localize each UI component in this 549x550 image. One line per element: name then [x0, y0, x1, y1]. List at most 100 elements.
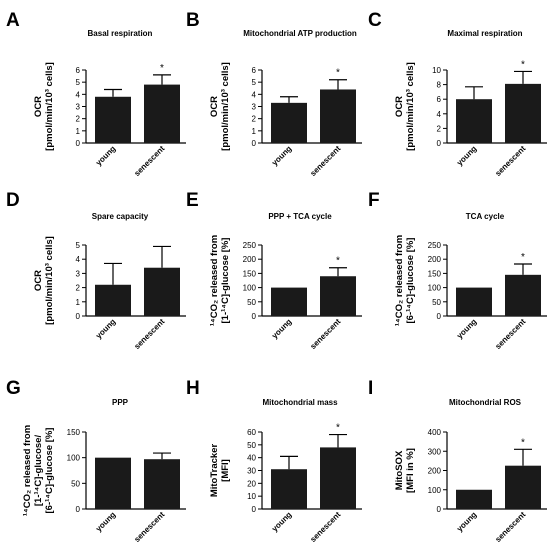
significance-marker: *	[336, 256, 340, 267]
panel-label: F	[368, 190, 380, 211]
y-tick-label: 0	[252, 312, 257, 321]
significance-marker: *	[336, 423, 340, 434]
bar-senescent	[320, 276, 356, 316]
y-tick-label: 2	[76, 284, 81, 293]
y-axis-label: [1-¹⁴C]-glucose [%]	[220, 238, 231, 324]
y-tick-label: 200	[428, 255, 442, 264]
panel-c: C Maximal respiration 0 2 4 6 8 10 OCR [pmol/min/…	[368, 10, 547, 178]
panel-f: F TCA cycle 0 50 100 150 200 250 ¹⁴CO₂ released …	[368, 190, 547, 351]
bar-young	[456, 489, 492, 509]
y-tick-label: 50	[71, 479, 80, 488]
y-tick-label: 60	[247, 428, 256, 437]
y-tick-label: 5	[76, 241, 81, 250]
x-tick-label: young	[455, 317, 478, 340]
panel-title: PPP	[112, 398, 129, 407]
panel-label: C	[368, 10, 382, 31]
y-axis-label: ¹⁴CO₂ released from	[394, 235, 405, 326]
y-tick-label: 6	[252, 66, 257, 75]
y-axis-label: ¹⁴CO₂ released from	[209, 235, 220, 326]
panel-title: Basal respiration	[88, 29, 153, 38]
y-axis-label: OCR	[209, 96, 220, 117]
panel-label: D	[6, 190, 20, 211]
y-tick-label: 200	[428, 467, 442, 476]
y-tick-label: 400	[428, 428, 442, 437]
bar-young	[95, 96, 131, 143]
panel-a: A Basal respiration 0 1 2 3 4 5 6 OCR [pmol/min/10…	[6, 10, 186, 178]
y-tick-label: 1	[252, 127, 257, 136]
x-tick-label: senescent	[132, 144, 166, 178]
y-tick-label: 5	[76, 78, 81, 87]
panel-label: H	[186, 378, 200, 399]
bar-young	[456, 287, 492, 316]
y-tick-label: 150	[243, 269, 257, 278]
bar-young	[95, 284, 131, 316]
panel-title: PPP + TCA cycle	[268, 212, 332, 221]
y-tick-label: 0	[252, 505, 257, 514]
y-tick-label: 0	[437, 505, 442, 514]
bar-senescent	[505, 274, 541, 316]
y-axis-label: ¹⁴CO₂ released from	[22, 425, 33, 516]
y-axis-label: MitoSOX	[394, 450, 405, 490]
panel-label: B	[186, 10, 200, 31]
panel-label: G	[6, 378, 21, 399]
y-tick-label: 8	[437, 81, 442, 90]
x-tick-label: young	[270, 510, 293, 533]
x-tick-label: young	[94, 510, 117, 533]
panel-title: Mitochondrial ROS	[449, 398, 522, 407]
x-tick-label: senescent	[132, 317, 166, 351]
bar-young	[271, 287, 307, 316]
y-tick-label: 100	[428, 284, 442, 293]
panel-label: E	[186, 190, 199, 211]
y-axis-label: [6-¹⁴C]-glucose [%]	[405, 238, 416, 324]
panel-title: Maximal respiration	[447, 29, 522, 38]
panel-label: A	[6, 10, 20, 31]
y-axis-label: OCR	[33, 270, 44, 291]
bar-senescent	[144, 267, 180, 316]
y-axis-label: [MFI in %]	[405, 448, 416, 493]
y-axis-label: [pmol/min/10³ cells]	[44, 62, 55, 151]
panel-g: G PPP 0 50 100 150 ¹⁴CO₂ released from [1-¹⁴C]-…	[6, 378, 186, 544]
y-tick-label: 100	[67, 454, 81, 463]
y-tick-label: 10	[247, 492, 256, 501]
y-axis-label: [1-¹⁴C]-glucose/	[33, 435, 44, 507]
bar-senescent	[505, 465, 541, 509]
x-tick-label: young	[270, 144, 293, 167]
significance-marker: *	[521, 252, 525, 263]
bar-young	[271, 469, 307, 509]
x-tick-label: young	[270, 317, 293, 340]
y-axis-label: [MFI]	[220, 459, 231, 482]
x-tick-label: senescent	[308, 317, 342, 351]
y-tick-label: 0	[76, 139, 81, 148]
y-tick-label: 10	[432, 66, 441, 75]
y-axis-label: MitoTracker	[209, 444, 220, 498]
significance-marker: *	[160, 63, 164, 74]
significance-marker: *	[521, 59, 525, 70]
y-tick-label: 3	[252, 103, 257, 112]
significance-marker: *	[336, 68, 340, 79]
y-tick-label: 0	[437, 139, 442, 148]
x-tick-label: senescent	[132, 510, 166, 544]
y-tick-label: 100	[243, 284, 257, 293]
bar-young	[456, 99, 492, 143]
y-tick-label: 0	[437, 312, 442, 321]
y-tick-label: 40	[247, 454, 256, 463]
y-tick-label: 1	[76, 127, 81, 136]
bar-young	[95, 457, 131, 509]
y-tick-label: 0	[76, 312, 81, 321]
bar-senescent	[320, 447, 356, 509]
y-tick-label: 6	[437, 95, 442, 104]
y-axis-label: [pmol/min/10³ cells]	[220, 62, 231, 151]
y-tick-label: 3	[76, 269, 81, 278]
y-axis-label: [pmol/min/10³ cells]	[44, 236, 55, 325]
y-tick-label: 2	[437, 124, 442, 133]
x-tick-label: young	[94, 317, 117, 340]
y-axis-label: OCR	[394, 96, 405, 117]
x-tick-label: senescent	[493, 144, 527, 178]
y-tick-label: 2	[76, 115, 81, 124]
y-tick-label: 100	[428, 486, 442, 495]
y-tick-label: 6	[76, 66, 81, 75]
y-tick-label: 4	[76, 90, 81, 99]
panel-e: E PPP + TCA cycle 0 50 100 150 200 250 ¹⁴CO₂ rel…	[186, 190, 362, 351]
y-tick-label: 250	[243, 241, 257, 250]
